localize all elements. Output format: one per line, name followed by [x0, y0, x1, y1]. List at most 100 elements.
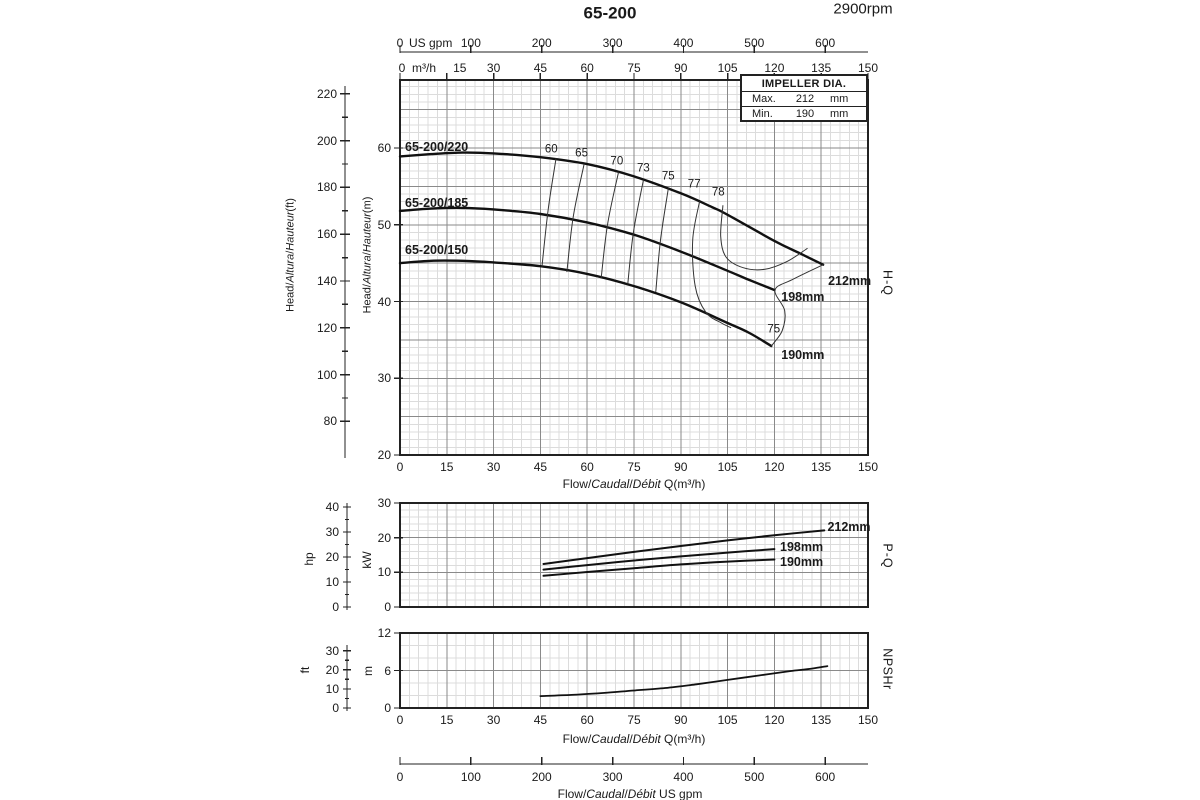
bottom-gpm-caption: Flow/Caudal/Débit US gpm	[558, 788, 703, 800]
hq-x-tick: 75	[627, 460, 641, 474]
impeller-max-value: 212	[795, 93, 815, 105]
bottom-gpm-caption-part-2: /	[624, 787, 628, 800]
hq-y-tick-ft: 140	[316, 273, 337, 288]
bottom-gpm-caption-part-4: US gpm	[655, 787, 703, 800]
impeller-max-row: Max. 212 mm	[742, 92, 866, 106]
page-title: 65-200	[583, 3, 637, 23]
hq-curve-label-190mm: 65-200/150	[405, 242, 469, 257]
top-gpm-tick: 100	[460, 36, 481, 50]
speed-label: 2900rpm	[833, 0, 893, 18]
bottom-gpm-tick: 0	[396, 770, 404, 784]
npsh-xlabel-part-1: Caudal	[591, 732, 630, 746]
hq-curve-label-198mm: 65-200/185	[405, 195, 469, 210]
hq-dia-label-190mm: 190mm	[781, 347, 825, 362]
npsh-xlabel-part-2: /	[629, 732, 633, 746]
npsh-xlabel-part-3: Débit	[632, 732, 661, 746]
bottom-gpm-tick: 600	[815, 770, 836, 784]
efficiency-line-77	[691, 201, 732, 329]
efficiency-label-77: 77	[687, 178, 701, 191]
top-gpm-zero: 0	[396, 36, 404, 50]
bottom-gpm-caption-part-1: Caudal	[586, 787, 625, 800]
hq-ylabel-ft-part-1: Altura	[284, 253, 297, 283]
top-m3h-unit: m³/h	[412, 61, 436, 75]
top-gpm-tick: 300	[602, 36, 623, 50]
hq-right-label: H-Q	[880, 270, 895, 296]
hq-xlabel-part-1: Caudal	[591, 477, 630, 491]
pq-y-tick-hp: 30	[325, 525, 339, 539]
npsh-x-tick: 45	[533, 713, 548, 727]
npsh-y-tick-ft: 10	[325, 681, 339, 696]
hq-ylabel-m: Head/Altura/Hauteur(m)	[361, 196, 374, 314]
impeller-max-unit: mm	[830, 93, 849, 105]
npsh-x-tick: 105	[717, 713, 738, 727]
hq-curve-65-200-220	[398, 151, 825, 266]
efficiency-label-78: 78	[711, 186, 725, 199]
impeller-min-label: Min.	[752, 107, 773, 120]
bottom-gpm-tick: 100	[460, 770, 481, 784]
hq-x-tick: 0	[396, 460, 404, 474]
hq-ylabel-m-part-0: Head/	[361, 284, 374, 314]
top-gpm-tick: 500	[744, 36, 765, 50]
npsh-y-tick-ft: 20	[325, 662, 339, 677]
impeller-min-value: 190	[795, 107, 815, 120]
hq-y-tick-ft: 200	[316, 133, 337, 148]
impeller-min-row: Min. 190 mm	[742, 106, 866, 120]
hq-dia-label-198mm: 198mm	[781, 289, 825, 304]
pq-dia-label-190mm: 190mm	[780, 554, 824, 569]
max-flow-boundary-line	[770, 264, 824, 347]
efficiency-label-75: 75	[661, 170, 675, 183]
hq-xlabel-part-3: Débit	[632, 477, 661, 491]
outer-axes	[340, 45, 869, 765]
hq-curve-65-200-150	[398, 259, 773, 348]
pq-curve-212mm	[542, 529, 826, 565]
hq-x-tick: 60	[580, 460, 594, 474]
top-m3h-zero: 0	[398, 61, 406, 75]
pq-curve-190mm	[542, 558, 776, 577]
efficiency-label-65: 65	[575, 147, 588, 160]
bottom-gpm-tick: 400	[673, 770, 694, 784]
hq-ylabel-m-part-4: (m)	[361, 196, 374, 214]
npsh-y-tick-m: 6	[384, 663, 391, 678]
efficiency-line-75	[655, 188, 669, 292]
hq-y-tick-m: 20	[377, 448, 391, 462]
hq-ylabel-ft-part-0: Head/	[284, 282, 297, 312]
efficiency-line-60	[541, 158, 557, 267]
hq-curves	[398, 151, 825, 348]
efficiency-contours	[541, 158, 824, 347]
hq-y-tick-m: 60	[377, 141, 391, 155]
hq-x-tick: 105	[717, 460, 738, 474]
top-m3h-tick: 105	[717, 61, 738, 75]
hq-x-tick: 150	[857, 460, 879, 474]
hq-ylabel-ft-part-3: Hauteur	[284, 211, 297, 251]
npsh-curve	[539, 665, 829, 697]
npshr-curve	[539, 665, 829, 697]
impeller-min-unit: mm	[830, 107, 849, 120]
hq-chart-grid-major	[400, 80, 868, 455]
npsh-x-tick: 90	[674, 713, 688, 727]
npsh-ylabel-ft: ft	[298, 666, 312, 674]
impeller-dia-box: IMPELLER DIA. Max. 212 mm Min. 190 mm	[740, 74, 868, 122]
pq-chart-frame	[399, 502, 869, 608]
pq-curves	[542, 529, 826, 577]
npsh-xlabel: Flow/Caudal/Débit Q(m³/h)	[563, 733, 706, 745]
hq-x-tick: 30	[486, 460, 501, 474]
npsh-ylabel-m: m	[361, 666, 375, 676]
npsh-x-tick: 75	[627, 713, 641, 727]
top-gpm-unit: US gpm	[409, 36, 453, 50]
efficiency-line-78	[720, 205, 808, 271]
npsh-xlabel-part-0: Flow/	[562, 732, 592, 746]
npsh-xlabel-part-4: Q(m³/h)	[660, 732, 706, 746]
pq-y-tick-kw: 30	[377, 496, 391, 510]
top-m3h-tick: 135	[811, 61, 832, 75]
top-gpm-tick: 600	[815, 36, 836, 50]
npsh-x-tick: 120	[764, 713, 785, 727]
top-gpm-tick: 400	[673, 36, 694, 50]
npsh-x-tick: 30	[486, 713, 501, 727]
npsh-x-tick: 15	[440, 713, 454, 727]
hq-ylabel-m-part-3: Hauteur	[361, 213, 374, 253]
impeller-max-label: Max.	[752, 93, 776, 105]
pq-right-label: P-Q	[880, 543, 895, 569]
top-m3h-tick: 150	[857, 61, 879, 75]
top-m3h-tick: 120	[764, 61, 785, 75]
